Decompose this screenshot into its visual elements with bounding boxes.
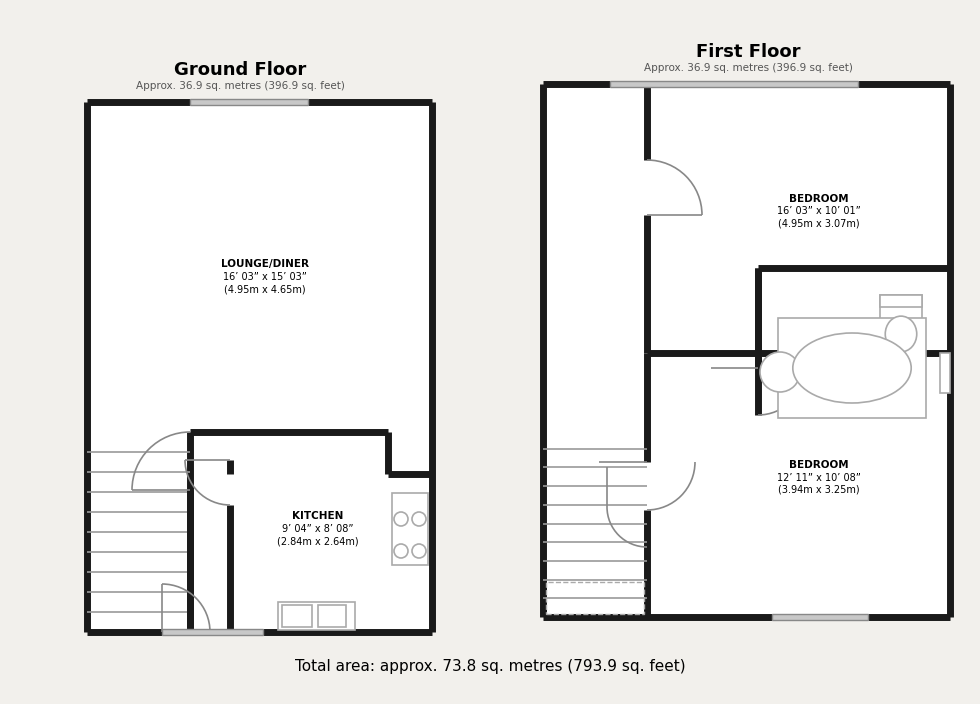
Text: 16’ 03” x 10’ 01”: 16’ 03” x 10’ 01” <box>776 206 860 217</box>
Text: First Floor: First Floor <box>696 43 801 61</box>
Bar <box>282 605 312 627</box>
Text: 9’ 04” x 8’ 08”: 9’ 04” x 8’ 08” <box>282 524 354 534</box>
Text: (4.95m x 4.65m): (4.95m x 4.65m) <box>224 284 306 294</box>
Bar <box>772 614 868 620</box>
Circle shape <box>394 544 408 558</box>
Bar <box>543 84 950 617</box>
Text: (4.95m x 3.07m): (4.95m x 3.07m) <box>778 218 859 229</box>
Bar <box>610 81 858 87</box>
Bar <box>318 605 346 627</box>
Text: Approx. 36.9 sq. metres (396.9 sq. feet): Approx. 36.9 sq. metres (396.9 sq. feet) <box>135 81 344 91</box>
Text: (3.94m x 3.25m): (3.94m x 3.25m) <box>778 485 859 495</box>
Bar <box>880 295 922 307</box>
Circle shape <box>412 544 426 558</box>
Text: BEDROOM: BEDROOM <box>789 460 849 470</box>
Bar <box>87 102 432 632</box>
Text: 12’ 11” x 10’ 08”: 12’ 11” x 10’ 08” <box>776 473 860 483</box>
Text: KITCHEN: KITCHEN <box>292 511 344 521</box>
Text: 16’ 03” x 15’ 03”: 16’ 03” x 15’ 03” <box>223 272 307 282</box>
Ellipse shape <box>885 316 916 352</box>
Circle shape <box>412 512 426 526</box>
Circle shape <box>760 352 800 392</box>
Circle shape <box>394 512 408 526</box>
Bar <box>278 602 355 630</box>
Text: Approx. 36.9 sq. metres (396.9 sq. feet): Approx. 36.9 sq. metres (396.9 sq. feet) <box>644 63 853 73</box>
Ellipse shape <box>793 333 911 403</box>
Bar <box>392 493 428 565</box>
Bar <box>778 318 926 418</box>
Text: Total area: approx. 73.8 sq. metres (793.9 sq. feet): Total area: approx. 73.8 sq. metres (793… <box>295 658 685 674</box>
Text: LOUNGE/DINER: LOUNGE/DINER <box>221 259 309 269</box>
Bar <box>162 629 263 635</box>
Bar <box>940 353 950 393</box>
Text: BEDROOM: BEDROOM <box>789 194 849 203</box>
Bar <box>190 99 308 105</box>
Bar <box>880 295 922 360</box>
Bar <box>546 582 644 614</box>
Text: Ground Floor: Ground Floor <box>173 61 306 79</box>
Text: (2.84m x 2.64m): (2.84m x 2.64m) <box>277 536 359 546</box>
